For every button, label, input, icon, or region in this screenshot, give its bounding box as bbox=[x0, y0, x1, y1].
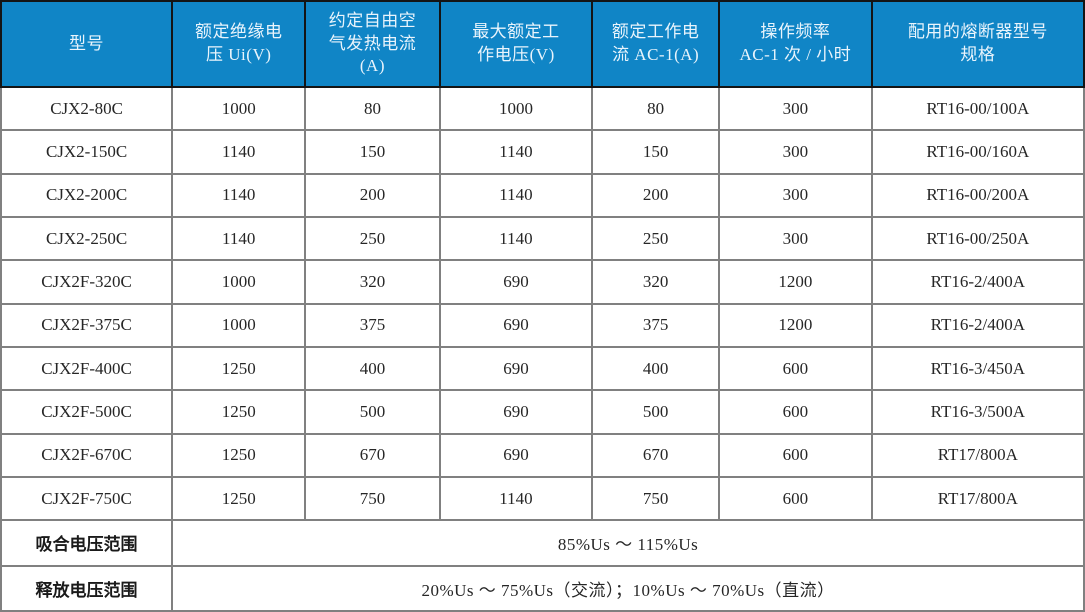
value-cell: RT16-3/500A bbox=[870, 389, 1085, 435]
value-cell: 300 bbox=[717, 129, 873, 175]
value-cell: RT17/800A bbox=[870, 475, 1085, 522]
value-cell: 690 bbox=[438, 259, 594, 305]
table-row: CJX2-80C 1000 80 1000 80 300 RT16-00/100A bbox=[0, 85, 1085, 132]
value-cell: 1000 bbox=[171, 85, 307, 132]
value-cell: 375 bbox=[304, 302, 441, 348]
column-header: 额定绝缘电 压 Ui(V) bbox=[171, 0, 307, 88]
model-cell: CJX2F-320C bbox=[0, 259, 174, 305]
table-row: CJX2F-400C 1250 400 690 400 600 RT16-3/450A bbox=[0, 345, 1085, 392]
value-cell: 1250 bbox=[171, 432, 307, 478]
footer-row: 吸合电压范围 85%Us ～ 115%Us bbox=[0, 519, 1085, 567]
value-cell: 150 bbox=[304, 129, 441, 175]
column-header: 操作频率 AC-1 次 / 小时 bbox=[717, 0, 873, 88]
value-cell: 400 bbox=[304, 345, 441, 392]
model-cell: CJX2-150C bbox=[0, 129, 174, 175]
value-cell: 375 bbox=[591, 302, 720, 348]
value-cell: 1140 bbox=[171, 172, 307, 218]
value-cell: 690 bbox=[438, 302, 594, 348]
footer-row-label: 吸合电压范围 bbox=[0, 519, 174, 567]
value-cell: 150 bbox=[591, 129, 720, 175]
value-cell: RT16-00/160A bbox=[870, 129, 1085, 175]
value-cell: 600 bbox=[717, 345, 873, 392]
value-cell: 670 bbox=[591, 432, 720, 478]
value-cell: 1250 bbox=[171, 389, 307, 435]
footer-row-label: 释放电压范围 bbox=[0, 564, 174, 612]
value-cell: RT16-00/100A bbox=[870, 85, 1085, 132]
value-cell: 750 bbox=[591, 475, 720, 522]
value-cell: RT16-00/200A bbox=[870, 172, 1085, 218]
value-cell: 670 bbox=[304, 432, 441, 478]
column-header: 型号 bbox=[0, 0, 174, 88]
value-cell: 1140 bbox=[171, 215, 307, 262]
value-cell: 500 bbox=[591, 389, 720, 435]
value-cell: 250 bbox=[591, 215, 720, 262]
value-cell: RT16-3/450A bbox=[870, 345, 1085, 392]
footer-row: 释放电压范围 20%Us ～ 75%Us（交流）；10%Us ～ 70%Us（直流… bbox=[0, 564, 1085, 612]
value-cell: 1140 bbox=[438, 172, 594, 218]
value-cell: 320 bbox=[304, 259, 441, 305]
table-row: CJX2F-750C 1250 750 1140 750 600 RT17/800A bbox=[0, 475, 1085, 522]
value-cell: 300 bbox=[717, 172, 873, 218]
value-cell: 200 bbox=[591, 172, 720, 218]
table-body: CJX2-80C 1000 80 1000 80 300 RT16-00/100A CJX2-… bbox=[0, 85, 1085, 612]
table-row: CJX2-150C 1140 150 1140 150 300 RT16-00/160A bbox=[0, 129, 1085, 175]
value-cell: 1000 bbox=[438, 85, 594, 132]
value-cell: 1000 bbox=[171, 302, 307, 348]
value-cell: 1200 bbox=[717, 302, 873, 348]
model-cell: CJX2F-400C bbox=[0, 345, 174, 392]
header-row: 型号 额定绝缘电 压 Ui(V) 约定自由空 气发热电流 (A) 最大额定工 作电压(… bbox=[0, 0, 1085, 88]
table-row: CJX2F-375C 1000 375 690 375 1200 RT16-2/400A bbox=[0, 302, 1085, 348]
model-cell: CJX2F-500C bbox=[0, 389, 174, 435]
column-header: 额定工作电 流 AC-1(A) bbox=[591, 0, 720, 88]
value-cell: RT16-00/250A bbox=[870, 215, 1085, 262]
footer-row-value: 85%Us ～ 115%Us bbox=[171, 519, 1085, 567]
table-row: CJX2F-500C 1250 500 690 500 600 RT16-3/500A bbox=[0, 389, 1085, 435]
footer-row-value: 20%Us ～ 75%Us（交流）；10%Us ～ 70%Us（直流） bbox=[171, 564, 1085, 612]
value-cell: RT16-2/400A bbox=[870, 259, 1085, 305]
value-cell: 690 bbox=[438, 432, 594, 478]
value-cell: 600 bbox=[717, 432, 873, 478]
value-cell: 1140 bbox=[438, 215, 594, 262]
model-cell: CJX2F-750C bbox=[0, 475, 174, 522]
model-cell: CJX2-250C bbox=[0, 215, 174, 262]
value-cell: 690 bbox=[438, 345, 594, 392]
value-cell: 300 bbox=[717, 85, 873, 132]
table-row: CJX2F-670C 1250 670 690 670 600 RT17/800A bbox=[0, 432, 1085, 478]
value-cell: 80 bbox=[304, 85, 441, 132]
value-cell: RT16-2/400A bbox=[870, 302, 1085, 348]
value-cell: 1140 bbox=[438, 129, 594, 175]
column-header: 约定自由空 气发热电流 (A) bbox=[304, 0, 441, 88]
table-row: CJX2-250C 1140 250 1140 250 300 RT16-00/250A bbox=[0, 215, 1085, 262]
value-cell: 320 bbox=[591, 259, 720, 305]
value-cell: 1200 bbox=[717, 259, 873, 305]
value-cell: 80 bbox=[591, 85, 720, 132]
value-cell: RT17/800A bbox=[870, 432, 1085, 478]
table-row: CJX2F-320C 1000 320 690 320 1200 RT16-2/400A bbox=[0, 259, 1085, 305]
value-cell: 750 bbox=[304, 475, 441, 522]
value-cell: 400 bbox=[591, 345, 720, 392]
value-cell: 600 bbox=[717, 389, 873, 435]
table-row: CJX2-200C 1140 200 1140 200 300 RT16-00/200A bbox=[0, 172, 1085, 218]
model-cell: CJX2F-375C bbox=[0, 302, 174, 348]
value-cell: 1250 bbox=[171, 475, 307, 522]
value-cell: 600 bbox=[717, 475, 873, 522]
value-cell: 200 bbox=[304, 172, 441, 218]
value-cell: 1140 bbox=[171, 129, 307, 175]
column-header: 最大额定工 作电压(V) bbox=[438, 0, 594, 88]
value-cell: 1250 bbox=[171, 345, 307, 392]
model-cell: CJX2F-670C bbox=[0, 432, 174, 478]
model-cell: CJX2-80C bbox=[0, 85, 174, 132]
value-cell: 300 bbox=[717, 215, 873, 262]
value-cell: 250 bbox=[304, 215, 441, 262]
value-cell: 1140 bbox=[438, 475, 594, 522]
value-cell: 500 bbox=[304, 389, 441, 435]
model-cell: CJX2-200C bbox=[0, 172, 174, 218]
value-cell: 1000 bbox=[171, 259, 307, 305]
column-header: 配用的熔断器型号 规格 bbox=[870, 0, 1085, 88]
value-cell: 690 bbox=[438, 389, 594, 435]
